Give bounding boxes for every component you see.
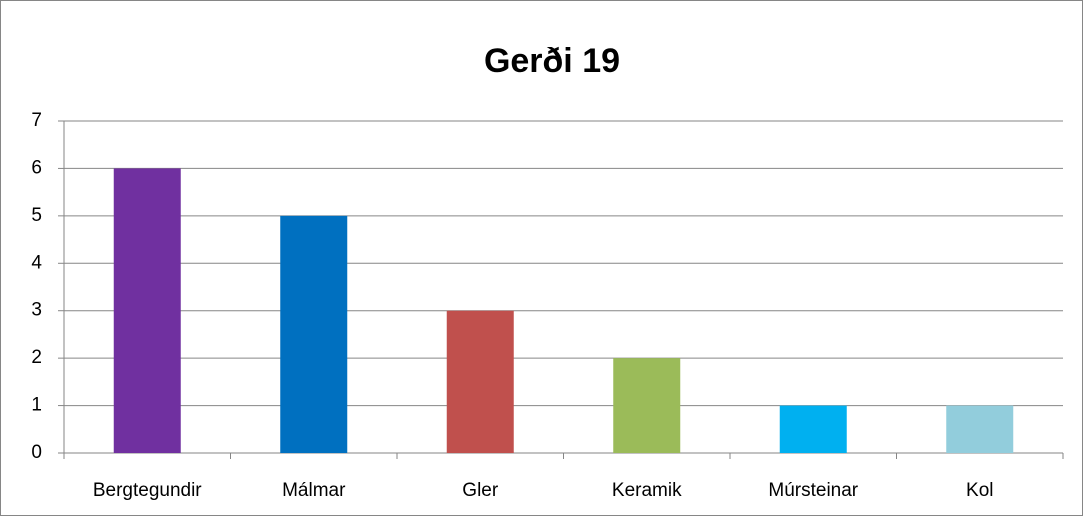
- x-tick-label: Kol: [966, 480, 993, 501]
- y-tick-label: 7: [31, 110, 42, 131]
- bar: [280, 215, 348, 453]
- x-tick-label: Múrsteinar: [768, 480, 858, 501]
- bar: [613, 358, 681, 453]
- bar: [779, 405, 847, 453]
- y-tick-label: 4: [31, 252, 42, 273]
- chart-title: Gerði 19: [484, 42, 620, 80]
- bar: [446, 310, 514, 453]
- y-tick-label: 1: [31, 395, 42, 416]
- x-tick-label: Keramik: [612, 480, 682, 501]
- bar: [113, 168, 181, 453]
- x-tick-label: Bergtegundir: [93, 480, 202, 501]
- y-tick-label: 0: [31, 442, 42, 463]
- x-tick-label: Gler: [462, 480, 499, 501]
- y-tick-label: 5: [31, 205, 42, 226]
- x-tick-label: Málmar: [282, 480, 346, 501]
- y-tick-label: 6: [31, 157, 42, 178]
- y-tick-label: 3: [31, 300, 42, 321]
- y-tick-label: 2: [31, 347, 42, 368]
- bar: [946, 405, 1014, 453]
